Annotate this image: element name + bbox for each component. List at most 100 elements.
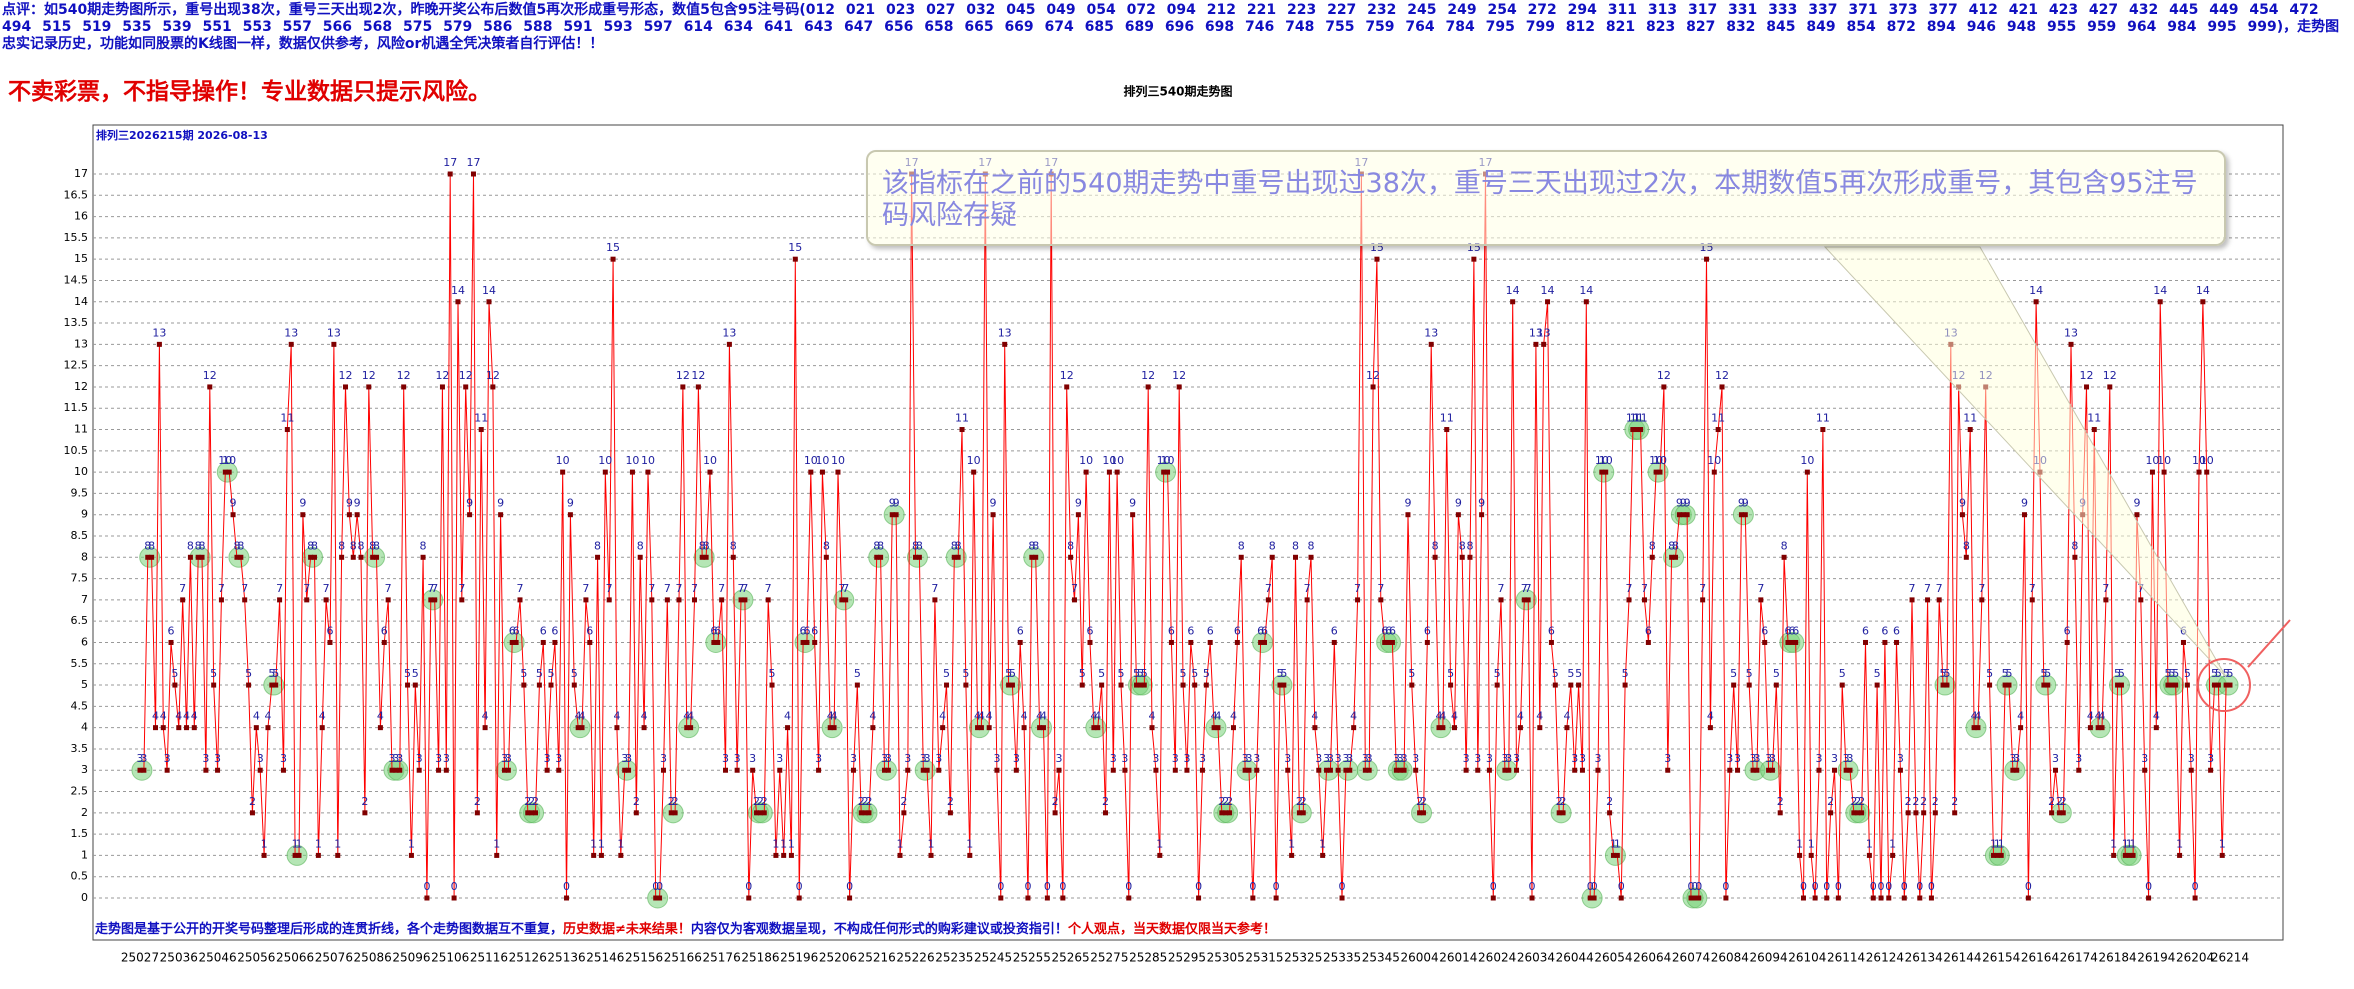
point xyxy=(579,725,585,731)
point xyxy=(339,554,345,560)
point xyxy=(874,554,880,560)
value-label: 6 xyxy=(1893,624,1900,637)
value-label: 4 xyxy=(1230,710,1237,723)
value-label: 0 xyxy=(1529,880,1536,893)
point xyxy=(1851,810,1857,816)
value-label: 2 xyxy=(1951,795,1958,808)
value-label: 1 xyxy=(928,837,935,850)
y-tick-label: 13 xyxy=(74,337,88,350)
value-label: 1 xyxy=(1156,837,1163,850)
point xyxy=(1017,639,1023,645)
value-label: 3 xyxy=(1474,752,1481,765)
value-label: 7 xyxy=(517,582,524,595)
value-label: 5 xyxy=(1494,667,1501,680)
point xyxy=(1479,512,1485,518)
value-label: 0 xyxy=(2145,880,2152,893)
x-tick-label: 25335 xyxy=(1323,951,1361,965)
value-label: 17 xyxy=(443,156,457,169)
point xyxy=(2215,682,2221,688)
point xyxy=(1622,682,1628,688)
point xyxy=(1444,427,1450,433)
value-label: 7 xyxy=(1978,582,1985,595)
value-label: 10 xyxy=(967,454,981,467)
value-label: 7 xyxy=(1909,582,1916,595)
point xyxy=(1552,682,1558,688)
point xyxy=(203,767,209,773)
value-label: 3 xyxy=(1501,752,1508,765)
value-label: 7 xyxy=(1641,582,1648,595)
value-label: 1 xyxy=(2176,837,2183,850)
point xyxy=(428,597,434,603)
value-label: 13 xyxy=(284,326,298,339)
value-label: 7 xyxy=(1757,582,1764,595)
point xyxy=(703,554,709,560)
value-label: 0 xyxy=(997,880,1004,893)
point xyxy=(1254,767,1260,773)
value-label: 4 xyxy=(2153,710,2160,723)
point xyxy=(1595,767,1601,773)
point xyxy=(1626,597,1632,603)
point xyxy=(2138,597,2144,603)
value-label: 5 xyxy=(2002,667,2009,680)
value-label: 5 xyxy=(2044,667,2051,680)
point xyxy=(2014,767,2020,773)
point xyxy=(1599,469,1605,475)
value-label: 3 xyxy=(1571,752,1578,765)
value-label: 8 xyxy=(703,539,710,552)
value-label: 9 xyxy=(1129,497,1136,510)
value-label: 7 xyxy=(931,582,938,595)
value-label: 3 xyxy=(993,752,1000,765)
value-label: 4 xyxy=(1311,710,1318,723)
point xyxy=(2084,384,2090,390)
y-tick-label: 11.5 xyxy=(64,401,89,414)
point xyxy=(1548,639,1554,645)
value-label: 1 xyxy=(2110,837,2117,850)
value-label: 4 xyxy=(1350,710,1357,723)
point xyxy=(2130,852,2136,858)
point xyxy=(2126,852,2132,858)
value-label: 3 xyxy=(1412,752,1419,765)
point xyxy=(308,554,314,560)
x-tick-label: 26114 xyxy=(1827,951,1865,965)
x-tick-label: 25295 xyxy=(1168,951,1206,965)
y-tick-label: 0 xyxy=(81,891,88,904)
value-label: 3 xyxy=(885,752,892,765)
point xyxy=(1579,767,1585,773)
value-label: 7 xyxy=(1071,582,1078,595)
point xyxy=(564,895,570,901)
value-label: 6 xyxy=(1087,624,1094,637)
point xyxy=(1184,767,1190,773)
point xyxy=(629,469,635,475)
value-label: 6 xyxy=(1168,624,1175,637)
point xyxy=(1502,767,1508,773)
x-tick-label: 26144 xyxy=(1943,951,1981,965)
point xyxy=(172,682,178,688)
value-label: 1 xyxy=(315,837,322,850)
value-label: 5 xyxy=(2172,667,2179,680)
point xyxy=(1118,682,1124,688)
point xyxy=(1494,682,1500,688)
point xyxy=(145,554,151,560)
x-tick-label: 25027 xyxy=(121,951,159,965)
point xyxy=(1769,767,1775,773)
point xyxy=(1273,895,1279,901)
value-label: 5 xyxy=(1622,667,1629,680)
point xyxy=(1355,597,1361,603)
value-label: 3 xyxy=(1335,752,1342,765)
point xyxy=(1859,810,1865,816)
value-label: 10 xyxy=(1653,454,1667,467)
point xyxy=(951,554,957,560)
value-label: 0 xyxy=(1587,880,1594,893)
value-label: 5 xyxy=(1940,667,1947,680)
point xyxy=(1963,554,1969,560)
value-label: 10 xyxy=(1707,454,1721,467)
value-label: 5 xyxy=(268,667,275,680)
value-label: 11 xyxy=(2087,412,2101,425)
value-label: 10 xyxy=(831,454,845,467)
point xyxy=(2111,852,2117,858)
point xyxy=(1723,895,1729,901)
point xyxy=(633,810,639,816)
point xyxy=(505,767,511,773)
point xyxy=(1040,725,1046,731)
